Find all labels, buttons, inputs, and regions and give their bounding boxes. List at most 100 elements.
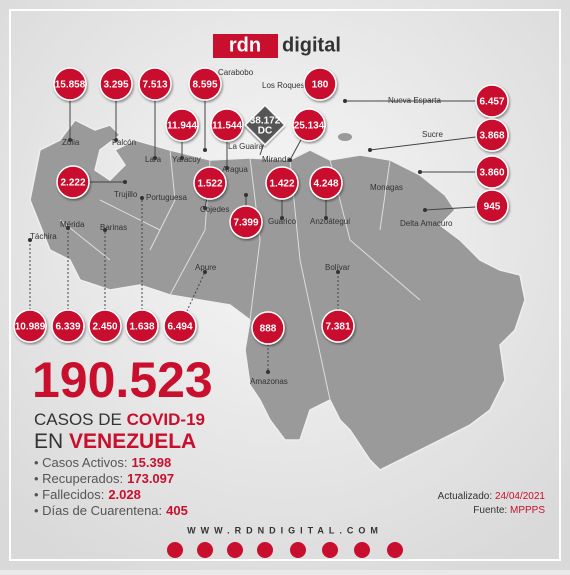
- state-label: Mérida: [60, 220, 85, 229]
- count-badge: [265, 166, 299, 200]
- count-badge: [51, 309, 85, 343]
- line1: CASOS DE: [34, 410, 122, 429]
- state-label: Sucre: [422, 130, 443, 139]
- stat-line: • Fallecidos: 2.028: [34, 487, 141, 502]
- source: Fuente: MPPPS: [473, 505, 545, 516]
- leader-dot: [203, 148, 207, 152]
- leader-dot: [336, 270, 340, 274]
- count-badge: [53, 67, 87, 101]
- state-borders: [59, 149, 421, 401]
- logo-box: [213, 34, 278, 58]
- state-label: Falcón: [112, 138, 136, 147]
- count-value: 3.868: [479, 131, 504, 142]
- count-value: 2.450: [92, 322, 117, 333]
- total-cases: 190.523: [32, 352, 213, 408]
- leader-dot: [180, 156, 184, 160]
- line1-bold: COVID-19: [127, 410, 205, 429]
- leader-dot: [288, 158, 292, 162]
- leader-dot: [266, 370, 270, 374]
- stat-value: 405: [166, 503, 188, 518]
- logo-suffix: digital: [282, 34, 341, 56]
- count-badge: [163, 309, 197, 343]
- state-label: Carabobo: [218, 68, 254, 77]
- state-label: Portuguesa: [146, 193, 187, 202]
- source-label: Fuente:: [473, 505, 507, 516]
- leader-dot: [244, 193, 248, 197]
- count-value: 6.457: [479, 97, 504, 108]
- bullet: •: [34, 455, 42, 470]
- count-value: 1.422: [269, 179, 294, 190]
- state-label: Bolívar: [325, 263, 350, 272]
- count-value: 1.638: [129, 322, 154, 333]
- count-value: 7.513: [142, 80, 167, 91]
- stat-line: • Recuperados: 173.097: [34, 471, 174, 486]
- count-badge: [475, 189, 509, 223]
- website: WWW.RDNDIGITAL.COM: [187, 525, 383, 535]
- count-badge: [321, 309, 355, 343]
- count-value: 3.295: [103, 80, 128, 91]
- state-label: Zulia: [62, 138, 80, 147]
- bullet: •: [34, 503, 42, 518]
- updated: Actualizado: 24/04/2021: [438, 491, 546, 502]
- leader-dot: [368, 148, 372, 152]
- count-value: 945: [484, 202, 501, 213]
- island: [338, 133, 352, 141]
- leader-dot: [423, 208, 427, 212]
- state-label: Trujillo: [114, 190, 138, 199]
- source-name: MPPPS: [510, 505, 545, 516]
- count-badge: [88, 309, 122, 343]
- state-label: Miranda: [262, 155, 291, 164]
- count-value: 2.222: [60, 178, 85, 189]
- state-label: Delta Amacuro: [400, 219, 453, 228]
- count-badge: [475, 84, 509, 118]
- icon-other[interactable]: [387, 542, 403, 558]
- stat-value: 15.398: [131, 455, 171, 470]
- count-value: 180: [312, 80, 329, 91]
- icon-whatsapp[interactable]: [167, 542, 183, 558]
- capital-label: DC: [258, 126, 272, 137]
- state-label: Táchira: [30, 232, 57, 241]
- icon-facebook[interactable]: [227, 542, 243, 558]
- count-value: 4.248: [313, 179, 338, 190]
- count-badge: [303, 67, 337, 101]
- count-badge: [99, 67, 133, 101]
- state-label: Aragua: [222, 165, 248, 174]
- count-value: 11.944: [167, 121, 197, 132]
- stat-label: Días de Cuarentena:: [42, 503, 162, 518]
- count-value: 6.339: [55, 322, 80, 333]
- count-badge: [229, 205, 263, 239]
- count-badge: [193, 166, 227, 200]
- leader-dot: [343, 99, 347, 103]
- leader-dot: [114, 138, 118, 142]
- venezuela-map: [29, 119, 526, 471]
- count-value: 1.522: [197, 179, 222, 190]
- leader-dot: [418, 170, 422, 174]
- count-badge: [13, 309, 47, 343]
- count-value: 10.989: [15, 322, 46, 333]
- state-label: Barinas: [100, 223, 127, 232]
- icon-instagram[interactable]: [290, 542, 306, 558]
- updated-date: 24/04/2021: [495, 491, 545, 502]
- count-badge: [56, 165, 90, 199]
- state-label: Los Roques: [262, 81, 305, 90]
- count-value: 3.860: [479, 168, 504, 179]
- icon-youtube[interactable]: [322, 542, 338, 558]
- state-label: Lara: [145, 155, 162, 164]
- logo: rdn digital: [213, 34, 341, 58]
- state-label: Anzoátegui: [310, 217, 350, 226]
- leader-dot: [140, 196, 144, 200]
- capital-badge: [244, 104, 286, 146]
- leader-dot: [153, 156, 157, 160]
- icon-soundcloud[interactable]: [354, 542, 370, 558]
- state-label: Cojedes: [200, 205, 229, 214]
- updated-label: Actualizado:: [438, 491, 492, 502]
- stat-line: • Días de Cuarentena: 405: [34, 503, 188, 518]
- count-value: 8.595: [192, 80, 217, 91]
- leader-dot: [203, 206, 207, 210]
- icon-twitter[interactable]: [257, 542, 273, 558]
- stat-label: Casos Activos:: [42, 455, 127, 470]
- summary-line1: CASOS DE COVID-19: [34, 410, 205, 429]
- state-label: Yaracuy: [172, 155, 201, 164]
- icon-telegram[interactable]: [197, 542, 213, 558]
